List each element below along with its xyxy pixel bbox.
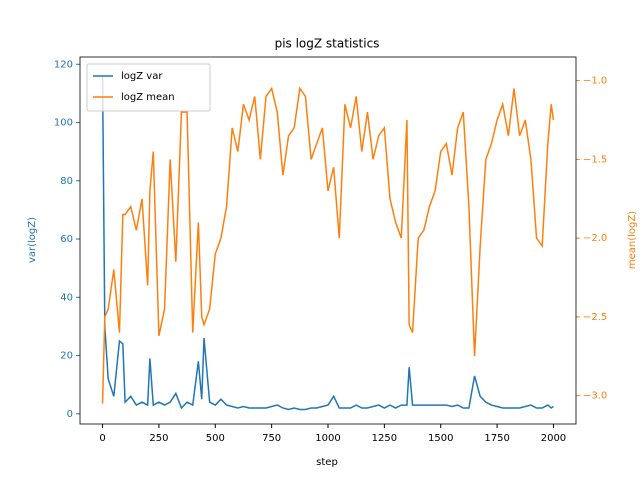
data-line (101, 86, 555, 404)
y-axis-label: var(logZ) (27, 217, 38, 263)
y-tick-label: 20 (60, 351, 73, 362)
x-tick-label: 1750 (484, 433, 509, 444)
y-tick-label: 60 (60, 234, 73, 245)
x-axis-label: step (316, 457, 338, 468)
legend-label: logZ var (121, 71, 163, 82)
x-tick-label: 1500 (428, 433, 453, 444)
x-tick-label: 1000 (315, 433, 340, 444)
legend-box (86, 63, 211, 112)
x-tick-label: 250 (149, 433, 168, 444)
data-line (101, 75, 554, 411)
y-tick-label: 100 (54, 118, 73, 129)
x-tick-label: 2000 (541, 433, 566, 444)
x-tick-label: 0 (99, 433, 105, 444)
y2-tick-label: −2.5 (583, 312, 607, 323)
y2-tick-label: −2.0 (583, 233, 607, 244)
x-tick-label: 500 (206, 433, 225, 444)
chart-title: pis logZ statistics (275, 37, 380, 51)
legend-label: logZ mean (121, 92, 175, 103)
y2-axis-label: mean(logZ) (627, 211, 638, 269)
y-tick-label: 0 (67, 409, 73, 420)
y2-tick-label: −3.0 (583, 391, 607, 402)
x-tick-label: 1250 (372, 433, 397, 444)
y2-tick-label: −1.0 (583, 76, 607, 87)
y2-tick-label: −1.5 (583, 154, 607, 165)
x-tick-label: 750 (262, 433, 281, 444)
y-tick-label: 120 (54, 59, 73, 70)
plot-frame (79, 56, 577, 425)
y-tick-label: 80 (60, 176, 73, 187)
y-tick-label: 40 (60, 292, 73, 303)
